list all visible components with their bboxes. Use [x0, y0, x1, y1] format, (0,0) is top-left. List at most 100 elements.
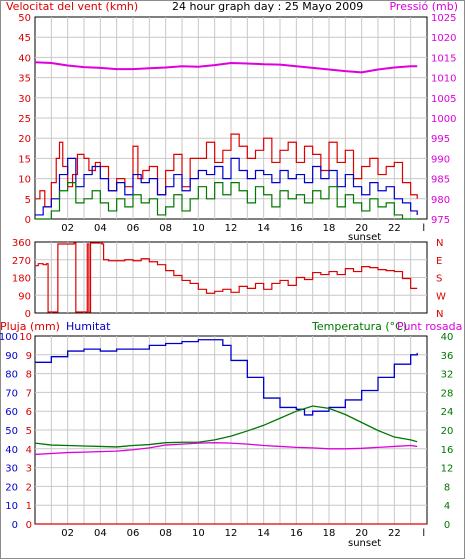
- compass-tick: N: [436, 238, 443, 249]
- x-tick-label-top: 20: [355, 223, 368, 234]
- humidity-y-tick: 100: [0, 332, 18, 343]
- pressure-y-tick: 1020: [431, 33, 456, 44]
- rain-y-tick: 5: [26, 426, 32, 437]
- dewpoint-axis-title: Punt rosada: [397, 320, 462, 333]
- humidity-y-tick: 80: [5, 370, 18, 381]
- temperature-y-tick: 40: [441, 332, 454, 343]
- series-temperatura-c-: [34, 405, 418, 448]
- temperature-y-tick: 20: [441, 426, 454, 437]
- pressure-y-tick: 980: [431, 195, 450, 206]
- temperature-y-tick: 28: [441, 388, 454, 399]
- sunset-label-top: sunset: [348, 232, 381, 243]
- x-tick-label-bottom: l: [422, 528, 425, 539]
- rain-y-tick: 4: [26, 445, 32, 456]
- rain-axis-title: Pluja (mm): [0, 320, 60, 333]
- x-tick-label-top: 22: [388, 223, 401, 234]
- temperature-y-tick: 12: [441, 464, 454, 475]
- x-tick-label-bottom: 22: [388, 528, 401, 539]
- direction-y-tick: 90: [18, 291, 31, 302]
- humidity-axis-title: Humitat: [66, 320, 111, 333]
- pressure-y-tick: 975: [431, 215, 450, 226]
- rain-y-tick: 2: [26, 482, 32, 493]
- pressure-y-tick: 985: [431, 175, 450, 186]
- wind-y-tick: 30: [18, 94, 31, 105]
- temperature-y-tick: 24: [441, 407, 454, 418]
- graph-title: 24 hour graph day : 25 Mayo 2009: [172, 0, 363, 13]
- rain-y-tick: 8: [26, 370, 32, 381]
- temperature-y-tick: 0: [444, 520, 450, 531]
- x-tick-label-top: 04: [94, 223, 107, 234]
- compass-tick: S: [436, 274, 442, 285]
- wind-axis-title: Velocitat del vent (kmh): [6, 0, 138, 13]
- wind-y-tick: 40: [18, 53, 31, 64]
- temperature-y-tick: 36: [441, 351, 454, 362]
- temperature-y-tick: 16: [441, 445, 454, 456]
- rain-y-tick: 3: [26, 464, 32, 475]
- rain-y-tick: 6: [26, 407, 32, 418]
- temperature-y-tick: 32: [441, 370, 454, 381]
- direction-y-tick: 270: [12, 256, 31, 267]
- pressure-y-tick: 1010: [431, 74, 456, 85]
- x-tick-label-top: 02: [61, 223, 74, 234]
- wind-y-tick: 50: [18, 13, 31, 24]
- pressure-axis-title: Pressió (mb): [389, 0, 458, 13]
- temperature-y-tick: 8: [444, 482, 450, 493]
- wind-y-tick: 35: [18, 74, 31, 85]
- x-tick-label-bottom: 06: [127, 528, 140, 539]
- series-punt-rosada: [34, 442, 418, 456]
- wind-y-tick: 0: [25, 215, 31, 226]
- x-tick-label-bottom: 16: [290, 528, 303, 539]
- compass-tick: W: [436, 291, 446, 302]
- direction-y-tick: 360: [12, 238, 31, 249]
- x-tick-label-top: 12: [225, 223, 238, 234]
- x-tick-label-top: 08: [159, 223, 172, 234]
- humidity-y-tick: 70: [5, 388, 18, 399]
- wind-y-tick: 45: [18, 33, 31, 44]
- x-tick-label-bottom: 10: [192, 528, 205, 539]
- pressure-y-tick: 1025: [431, 13, 456, 24]
- humidity-y-tick: 30: [5, 464, 18, 475]
- rain-y-tick: 0: [26, 520, 32, 531]
- temperature-y-tick: 4: [444, 501, 450, 512]
- humidity-y-tick: 50: [5, 426, 18, 437]
- humidity-y-tick: 40: [5, 445, 18, 456]
- x-tick-label-top: 18: [323, 223, 336, 234]
- rain-y-tick: 9: [26, 351, 32, 362]
- wind-y-tick: 10: [18, 175, 31, 186]
- x-tick-label-bottom: 08: [159, 528, 172, 539]
- series-gust: [35, 133, 418, 208]
- x-tick-label-top: l: [422, 223, 425, 234]
- humidity-y-tick: 60: [5, 407, 18, 418]
- x-tick-label-bottom: 02: [61, 528, 74, 539]
- humidity-y-tick: 10: [5, 501, 18, 512]
- pressure-y-tick: 1005: [431, 94, 456, 105]
- wind-y-tick: 15: [18, 154, 31, 165]
- rain-y-tick: 10: [19, 332, 32, 343]
- x-tick-label-bottom: 12: [225, 528, 238, 539]
- pressure-y-tick: 1015: [431, 53, 456, 64]
- rain-y-tick: 7: [26, 388, 32, 399]
- wind-y-tick: 25: [18, 114, 31, 125]
- direction-y-tick: 180: [12, 274, 31, 285]
- pressure-y-tick: 1000: [431, 114, 456, 125]
- x-tick-label-top: 10: [192, 223, 205, 234]
- x-tick-label-top: 16: [290, 223, 303, 234]
- direction-y-tick: 0: [25, 309, 31, 320]
- wind-y-tick: 20: [18, 134, 31, 145]
- humidity-y-tick: 0: [12, 520, 18, 531]
- compass-tick: N: [436, 309, 443, 320]
- series-direccio: [35, 242, 418, 313]
- x-tick-label-bottom: 20: [355, 528, 368, 539]
- rain-y-tick: 1: [26, 501, 32, 512]
- sunset-label-bottom: sunset: [348, 538, 381, 549]
- x-tick-label-bottom: 04: [94, 528, 107, 539]
- wind-y-tick: 5: [25, 195, 31, 206]
- x-tick-label-bottom: 18: [323, 528, 336, 539]
- series-minima: [35, 182, 418, 220]
- series-mitjana: [35, 157, 418, 216]
- x-tick-label-top: 14: [257, 223, 270, 234]
- pressure-y-tick: 995: [431, 134, 450, 145]
- x-tick-label-top: 06: [127, 223, 140, 234]
